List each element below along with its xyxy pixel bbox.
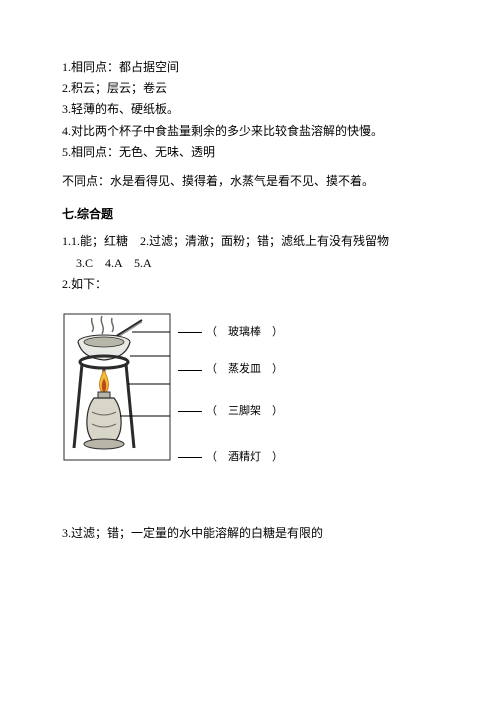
- leader-dash: [178, 411, 202, 412]
- label-alcohol-lamp: （ 酒精灯 ）: [206, 449, 283, 467]
- leader-dash: [178, 457, 202, 458]
- numbered-1: 1.相同点：都占据空间: [62, 58, 438, 77]
- label-glass-rod: （ 玻璃棒 ）: [206, 324, 283, 342]
- numbered-5: 5.相同点：无色、无味、透明: [62, 143, 438, 162]
- answers-line-1: 1.1.能；红糖 2.过滤；清澈；面粉；错；滤纸上有没有残留物: [62, 232, 438, 251]
- apparatus-diagram-block: （ 玻璃棒 ） （ 蒸发皿 ） （ 三脚架 ） （ 酒精灯 ）: [62, 312, 438, 480]
- leader-dash: [178, 332, 202, 333]
- final-answer: 3.过滤；错；一定量的水中能溶解的白糖是有限的: [62, 524, 438, 543]
- numbered-2: 2.积云；层云；卷云: [62, 79, 438, 98]
- apparatus-diagram: [62, 312, 172, 462]
- numbered-4: 4.对比两个杯子中食盐量剩余的多少来比较食盐溶解的快慢。: [62, 122, 438, 141]
- answers-line-3: 2.如下：: [62, 275, 438, 294]
- numbered-3: 3.轻薄的布、硬纸板。: [62, 100, 438, 119]
- difference-line: 不同点：水是看得见、摸得着，水蒸气是看不见、摸不着。: [62, 172, 438, 191]
- label-tripod: （ 三脚架 ）: [206, 403, 283, 421]
- label-column: （ 玻璃棒 ） （ 蒸发皿 ） （ 三脚架 ） （ 酒精灯 ）: [178, 312, 283, 480]
- section-7-title: 七.综合题: [62, 205, 438, 224]
- answers-line-2: 3.C 4.A 5.A: [62, 254, 438, 273]
- label-evaporating-dish: （ 蒸发皿 ）: [206, 361, 283, 379]
- leader-dash: [178, 370, 202, 371]
